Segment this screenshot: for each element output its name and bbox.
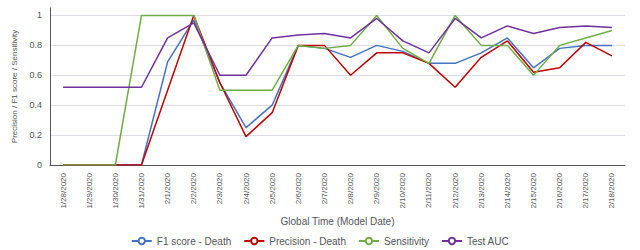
svg-text:1/30/2020: 1/30/2020 [111, 172, 120, 208]
svg-text:2/4/2020: 2/4/2020 [242, 172, 251, 204]
svg-text:Sensitivity: Sensitivity [384, 236, 429, 247]
svg-text:0: 0 [37, 160, 42, 170]
svg-text:2/12/2020: 2/12/2020 [451, 172, 460, 208]
svg-text:0.2: 0.2 [29, 130, 42, 140]
svg-text:2/8/2020: 2/8/2020 [346, 172, 355, 204]
svg-text:F1 score - Death: F1 score - Death [157, 236, 231, 247]
svg-text:2/3/2020: 2/3/2020 [215, 172, 224, 204]
svg-text:2/18/2020: 2/18/2020 [607, 172, 616, 208]
svg-text:0.8: 0.8 [29, 40, 42, 50]
svg-text:2/7/2020: 2/7/2020 [320, 172, 329, 204]
svg-text:0.4: 0.4 [29, 100, 42, 110]
svg-text:2/11/2020: 2/11/2020 [424, 172, 433, 208]
svg-text:1/29/2020: 1/29/2020 [85, 172, 94, 208]
svg-text:2/1/2020: 2/1/2020 [163, 172, 172, 204]
svg-text:2/13/2020: 2/13/2020 [477, 172, 486, 208]
svg-text:2/9/2020: 2/9/2020 [372, 172, 381, 204]
svg-text:2/17/2020: 2/17/2020 [581, 172, 590, 208]
svg-text:0.6: 0.6 [29, 70, 42, 80]
svg-text:2/2/2020: 2/2/2020 [189, 172, 198, 204]
svg-text:2/14/2020: 2/14/2020 [503, 172, 512, 208]
svg-text:1/28/2020: 1/28/2020 [59, 172, 68, 208]
svg-text:2/6/2020: 2/6/2020 [294, 172, 303, 204]
svg-text:2/10/2020: 2/10/2020 [398, 172, 407, 208]
svg-text:2/16/2020: 2/16/2020 [555, 172, 564, 208]
svg-text:2/5/2020: 2/5/2020 [268, 172, 277, 204]
svg-text:Precision / F1 score / Sensiti: Precision / F1 score / Sensitivity [10, 30, 19, 143]
svg-text:2/15/2020: 2/15/2020 [529, 172, 538, 208]
svg-text:Global Time (Model Date): Global Time (Model Date) [281, 216, 395, 227]
svg-text:Test AUC: Test AUC [467, 236, 509, 247]
svg-text:1: 1 [37, 10, 42, 20]
svg-text:1/31/2020: 1/31/2020 [137, 172, 146, 208]
svg-text:Precision - Death: Precision - Death [269, 236, 346, 247]
